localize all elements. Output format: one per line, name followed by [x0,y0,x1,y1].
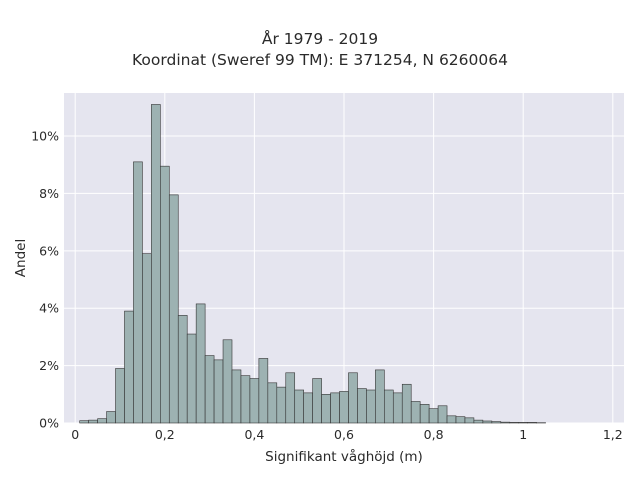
histogram-bar [384,389,394,424]
histogram-bar [330,392,340,424]
histogram-bar [204,355,215,424]
y-tick-label: 0% [39,416,59,431]
histogram-bar [500,421,511,424]
y-tick-label: 8% [39,186,59,201]
histogram-bar [303,392,313,424]
chart-title: År 1979 - 2019 [261,30,379,48]
y-tick-label: 10% [31,129,59,144]
histogram-bar [473,419,484,424]
chart-subtitle: Koordinat (Sweref 99 TM): E 371254, N 62… [132,51,508,69]
histogram-bar [419,404,430,424]
histogram-bar [321,394,331,424]
histogram-bar [410,401,421,424]
y-tick-label: 4% [39,301,59,316]
y-axis-ticks: 0% 2% 4% 6% 8% 10% [31,129,59,431]
histogram-bar [446,415,457,424]
histogram-bar [518,422,528,424]
histogram-bar [115,368,125,424]
x-tick-label: 1 [519,427,527,442]
x-tick-label: 0,4 [244,427,264,442]
histogram-bar [357,388,367,424]
histogram-bar [527,422,537,424]
histogram-bar [124,310,134,424]
histogram-bar [160,165,170,424]
histogram-bar [401,383,412,424]
histogram-bar [142,253,152,424]
histogram-bar [258,358,269,424]
histogram-bar [428,408,439,424]
histogram-bar [464,417,475,424]
histogram-bar [348,372,358,424]
histogram-bar [195,303,206,424]
x-tick-label: 0,2 [155,427,175,442]
histogram-bar [79,420,89,424]
histogram-bar [339,391,349,424]
histogram-bar [491,421,502,424]
histogram-bar [294,389,304,424]
histogram-bar [267,382,278,424]
y-tick-label: 6% [39,243,59,258]
histogram-bar [312,378,322,424]
histogram-bar [285,372,296,424]
y-tick-label: 2% [39,358,59,373]
histogram-bar [222,339,233,424]
x-axis-ticks: 0 0,2 0,4 0,6 0,8 1 1,2 [71,427,623,442]
histogram-bar [375,369,385,424]
histogram-bar [231,369,242,424]
histogram-bars [79,104,546,424]
histogram-bar [509,422,520,424]
histogram-bar [366,389,376,424]
x-tick-label: 1,2 [603,427,623,442]
histogram-bar [482,420,493,424]
histogram-bar [249,378,260,424]
x-tick-label: 0,6 [334,427,354,442]
histogram-bar [455,416,466,424]
histogram-bar [106,411,116,424]
histogram-bar [177,315,188,424]
x-tick-label: 0 [71,427,79,442]
histogram-bar [392,392,403,424]
histogram-bar [133,161,143,424]
histogram-bar [213,359,224,424]
histogram-bar [437,405,448,424]
histogram-bar [97,418,107,424]
y-axis-label: Andel [13,239,29,277]
histogram-bar [168,194,179,424]
histogram-bar [240,375,251,424]
x-tick-label: 0,8 [424,427,444,442]
histogram-bar [88,419,98,424]
histogram-bar [186,333,197,424]
histogram-bar [151,104,161,424]
histogram-bar [276,386,287,424]
x-axis-label: Signifikant våghöjd (m) [265,448,423,465]
